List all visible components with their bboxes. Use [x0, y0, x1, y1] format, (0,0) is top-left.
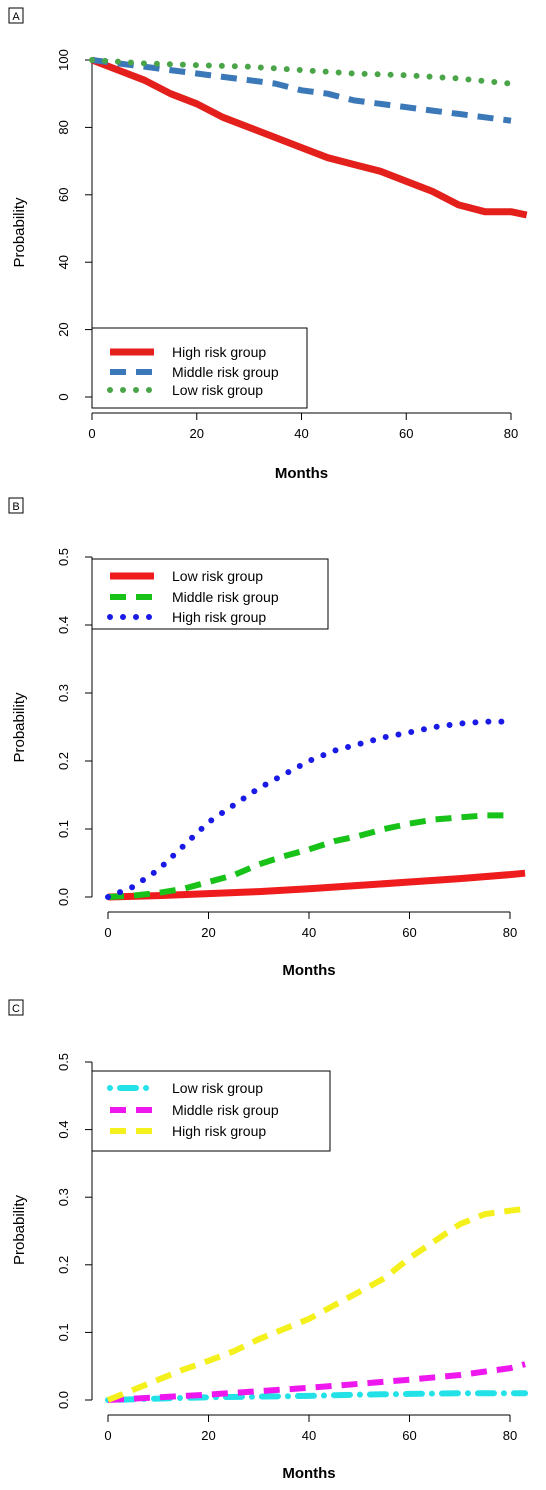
- panel-a: A 0 20 40 60 80 100 Probability 0 20 40 60 80 Months H…: [8, 7, 528, 482]
- y-tick-label: 0.2: [56, 752, 71, 770]
- series-line-high-risk-group: [90, 56, 528, 219]
- y-axis-label: Probability: [11, 1194, 28, 1265]
- series-line-low-risk-group: [107, 869, 526, 901]
- legend-label: Middle risk group: [172, 1102, 279, 1118]
- x-axis-label: Months: [282, 962, 335, 979]
- legend-label: Low risk group: [172, 568, 263, 584]
- legend-label: High risk group: [172, 344, 266, 360]
- y-axis-label: Probability: [11, 692, 28, 763]
- y-tick-label: 0.1: [56, 1323, 71, 1341]
- legend-box: [91, 1070, 331, 1152]
- panel-tag-box: [8, 7, 24, 24]
- panel-tag: A: [12, 11, 20, 23]
- y-tick-label: 0: [56, 393, 71, 400]
- y-tick-label: 0.0: [56, 1391, 71, 1409]
- x-tick-label: 0: [104, 925, 111, 940]
- legend-label: Low risk group: [172, 1080, 263, 1096]
- x-axis-label: Months: [282, 1465, 335, 1482]
- x-tick-label: 60: [402, 925, 416, 940]
- legend-label: High risk group: [172, 609, 266, 625]
- x-tick-label: 60: [399, 426, 413, 441]
- y-tick-label: 0.4: [56, 1121, 71, 1139]
- x-tick-label: 80: [504, 426, 518, 441]
- y-tick-label: 0.1: [56, 820, 71, 838]
- panel-b: B 0.0 0.1 0.2 0.3 0.4 0.5 Probability 0 20 40 60 80 M…: [8, 497, 526, 979]
- y-axis-label: Probability: [11, 197, 28, 268]
- legend-label: High risk group: [172, 1123, 266, 1139]
- y-tick-label: 60: [56, 188, 71, 202]
- panel-tag-box: [8, 999, 24, 1016]
- panel-c: C 0.0 0.1 0.2 0.3 0.4 0.5 Probability 0 20 40 60 80 M…: [8, 999, 529, 1482]
- x-tick-label: 20: [201, 1428, 215, 1443]
- x-axis-label: Months: [275, 465, 328, 482]
- y-tick-label: 0.3: [56, 684, 71, 702]
- x-tick-label: 0: [88, 426, 95, 441]
- y-tick-label: 80: [56, 120, 71, 134]
- y-tick-label: 0.3: [56, 1188, 71, 1206]
- panel-tag-box: [8, 497, 24, 514]
- x-tick-label: 60: [402, 1428, 416, 1443]
- x-tick-label: 80: [503, 1428, 517, 1443]
- x-tick-label: 20: [201, 925, 215, 940]
- y-tick-label: 40: [56, 255, 71, 269]
- series-line-low-risk-group: [89, 57, 514, 87]
- y-tick-label: 0.2: [56, 1256, 71, 1274]
- y-tick-label: 0.0: [56, 888, 71, 906]
- x-tick-label: 40: [302, 1428, 316, 1443]
- series-line-low-risk-group: [105, 1390, 529, 1403]
- legend-box: [91, 327, 308, 409]
- y-tick-label: 20: [56, 322, 71, 336]
- panel-tag: B: [12, 501, 19, 513]
- y-tick-label: 0.5: [56, 548, 71, 566]
- x-tick-label: 80: [503, 925, 517, 940]
- legend-label: Low risk group: [172, 382, 263, 398]
- series-line-high-risk-group: [106, 1205, 526, 1403]
- legend-label: Middle risk group: [172, 364, 279, 380]
- series-line-middle-risk-group: [91, 57, 512, 124]
- y-tick-label: 100: [56, 49, 71, 71]
- legend-label: Middle risk group: [172, 589, 279, 605]
- series-line-middle-risk-group: [107, 1361, 526, 1403]
- series-line-middle-risk-group: [107, 812, 510, 900]
- series-line-high-risk-group: [105, 718, 513, 900]
- panel-tag: C: [12, 1003, 20, 1015]
- y-tick-label: 0.4: [56, 616, 71, 634]
- y-tick-label: 0.5: [56, 1053, 71, 1071]
- x-tick-label: 40: [302, 925, 316, 940]
- x-tick-label: 20: [190, 426, 204, 441]
- x-tick-label: 0: [104, 1428, 111, 1443]
- x-tick-label: 40: [294, 426, 308, 441]
- legend-box: [91, 558, 329, 630]
